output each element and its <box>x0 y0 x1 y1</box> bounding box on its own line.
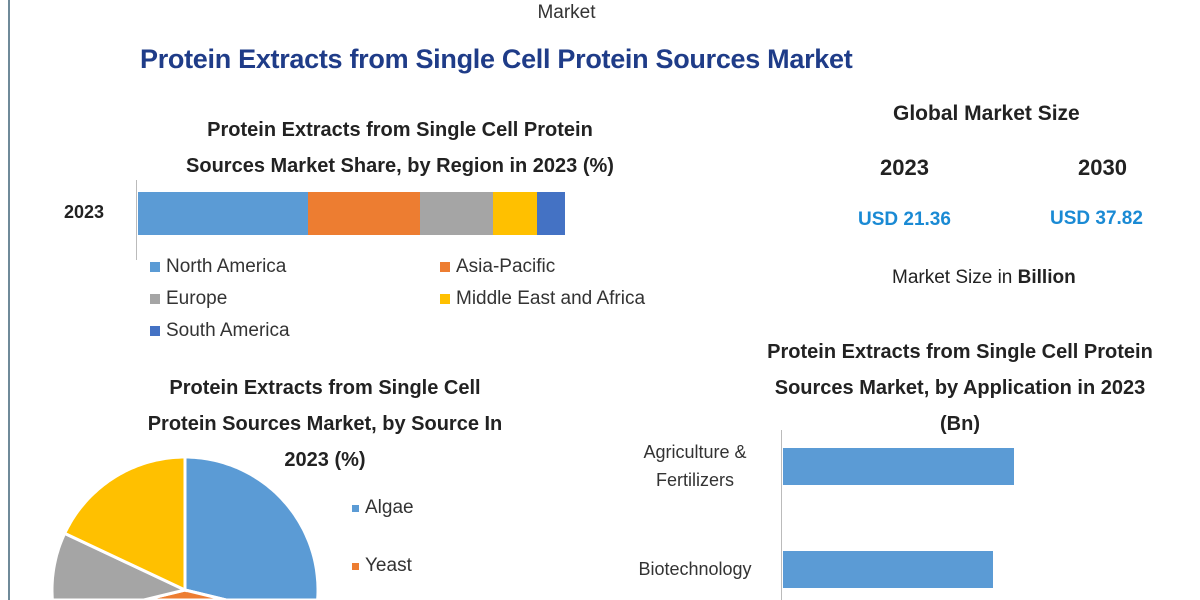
category-line: Fertilizers <box>655 470 734 490</box>
page-title: Protein Extracts from Single Cell Protei… <box>140 44 853 74</box>
region-chart-title: Protein Extracts from Single Cell Protei… <box>120 112 680 184</box>
bar <box>783 551 993 588</box>
legend-item: Algae <box>352 497 414 519</box>
legend-label: Yeast <box>365 555 412 576</box>
title-line: Protein Extracts from Single Cell Protei… <box>207 119 593 141</box>
legend-swatch <box>352 504 359 512</box>
stacked-bar <box>138 192 565 235</box>
pie-slice <box>183 455 320 600</box>
pie-slice <box>62 455 187 593</box>
legend-label: Algae <box>365 497 414 518</box>
year-2030: 2030 <box>1078 155 1127 180</box>
cut-off-text: Market <box>537 2 596 23</box>
category-label: Agriculture & Fertilizers <box>620 438 770 494</box>
legend-item: Europe <box>150 288 227 310</box>
legend-swatch <box>150 294 160 304</box>
title-line: Sources Market, by Application in 2023 <box>774 377 1146 399</box>
axis-line <box>136 180 137 260</box>
legend-label: Europe <box>166 288 228 309</box>
category-line: Agriculture & <box>643 442 747 462</box>
legend-swatch <box>150 262 160 272</box>
frame-border <box>8 0 10 600</box>
bar-segment <box>419 192 493 235</box>
category-label: 2023 <box>64 202 105 222</box>
pie-chart <box>50 455 320 600</box>
unit-note: Market Size in Billion <box>892 267 1076 289</box>
legend-swatch <box>352 562 359 570</box>
value-2030: USD 37.82 <box>1050 208 1143 229</box>
legend-item: South America <box>150 320 290 342</box>
bar-segment <box>492 192 537 235</box>
bar <box>783 448 1014 485</box>
legend-swatch <box>440 262 450 272</box>
legend-item: Yeast <box>352 555 412 577</box>
unit-bold: Billion <box>1017 267 1076 288</box>
legend-label: Asia-Pacific <box>456 256 556 277</box>
title-line: Protein Extracts from Single Cell <box>169 377 481 399</box>
legend-label: North America <box>166 256 287 277</box>
title-line: Protein Sources Market, by Source In <box>147 413 503 435</box>
category-label: Biotechnology <box>638 559 752 579</box>
legend-item: North America <box>150 256 286 278</box>
legend-item: Middle East and Africa <box>440 288 645 310</box>
bar-segment <box>536 192 565 235</box>
legend-item: Asia-Pacific <box>440 256 555 278</box>
bar-segment <box>307 192 420 235</box>
title-line: 2023 (%) <box>284 449 366 471</box>
unit-prefix: Market Size in <box>892 267 1018 288</box>
legend-label: Middle East and Africa <box>456 288 646 309</box>
application-chart-title: Protein Extracts from Single Cell Protei… <box>720 334 1200 442</box>
legend-label: South America <box>166 320 290 341</box>
summary-title: Global Market Size <box>893 102 1080 125</box>
value-2023: USD 21.36 <box>858 209 951 230</box>
pie-slice <box>143 588 227 600</box>
title-line: (Bn) <box>940 413 980 435</box>
title-line: Sources Market Share, by Region in 2023 … <box>186 155 614 177</box>
year-2023: 2023 <box>880 155 929 180</box>
title-line: Protein Extracts from Single Cell Protei… <box>767 341 1153 363</box>
pie-slice <box>50 531 190 600</box>
legend-swatch <box>440 294 450 304</box>
axis-line <box>781 430 782 600</box>
bar-segment <box>138 192 308 235</box>
source-chart-title: Protein Extracts from Single Cell Protei… <box>90 370 560 478</box>
legend-swatch <box>150 326 160 336</box>
